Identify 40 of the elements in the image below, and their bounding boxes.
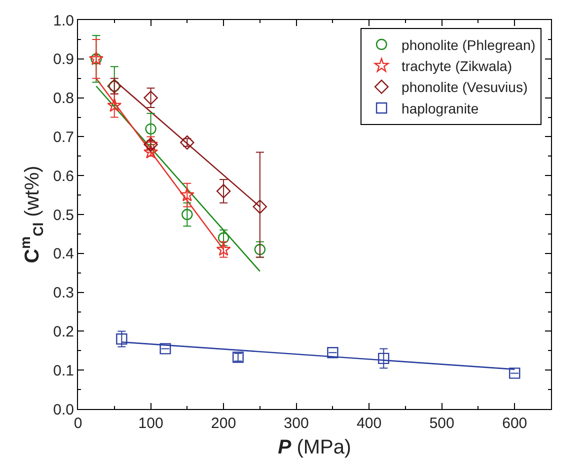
y-tick-label: 0.2 (53, 323, 74, 340)
point (116, 333, 128, 345)
point (180, 135, 194, 150)
y-tick-label: 0.9 (53, 51, 74, 68)
x-tick-label: 400 (356, 415, 382, 432)
y-tick-label: 1.0 (53, 12, 74, 30)
x-tick-label: 300 (284, 415, 309, 432)
point (327, 347, 338, 358)
legend-label: phonolite (Phlegrean) (402, 36, 536, 53)
y-tick-label: 0.0 (53, 401, 74, 418)
point (144, 144, 158, 159)
x-tick-label: 500 (429, 415, 454, 432)
point (509, 368, 520, 379)
y-tick-label: 0.6 (53, 168, 74, 185)
legend-label: trachyte (Zikwala) (402, 58, 512, 74)
point (378, 352, 390, 364)
x-tick-label: 0 (74, 415, 82, 432)
x-axis-title: P (MPa) (278, 436, 352, 458)
point (144, 90, 158, 105)
y-tick-label: 0.7 (53, 128, 74, 146)
x-tick-label: 100 (138, 415, 164, 432)
y-tick-label: 0.8 (53, 90, 74, 108)
y-tick-label: 0.4 (53, 246, 74, 263)
point (160, 343, 171, 354)
x-tick-label: 600 (502, 415, 528, 432)
y-tick-label: 0.3 (53, 284, 74, 302)
x-tick-label: 200 (211, 415, 236, 432)
y-tick-label: 0.1 (53, 362, 74, 380)
point (182, 208, 193, 220)
y-tick-label: 0.5 (53, 206, 74, 224)
point (145, 123, 156, 135)
point (252, 200, 268, 214)
legend-label: haplogranite (402, 100, 479, 116)
point (218, 232, 230, 244)
legend-label: phonolite (Vesuvius) (402, 79, 528, 96)
point (107, 98, 122, 112)
point (254, 244, 266, 256)
point (216, 184, 231, 198)
point (180, 187, 194, 202)
point (216, 242, 231, 256)
